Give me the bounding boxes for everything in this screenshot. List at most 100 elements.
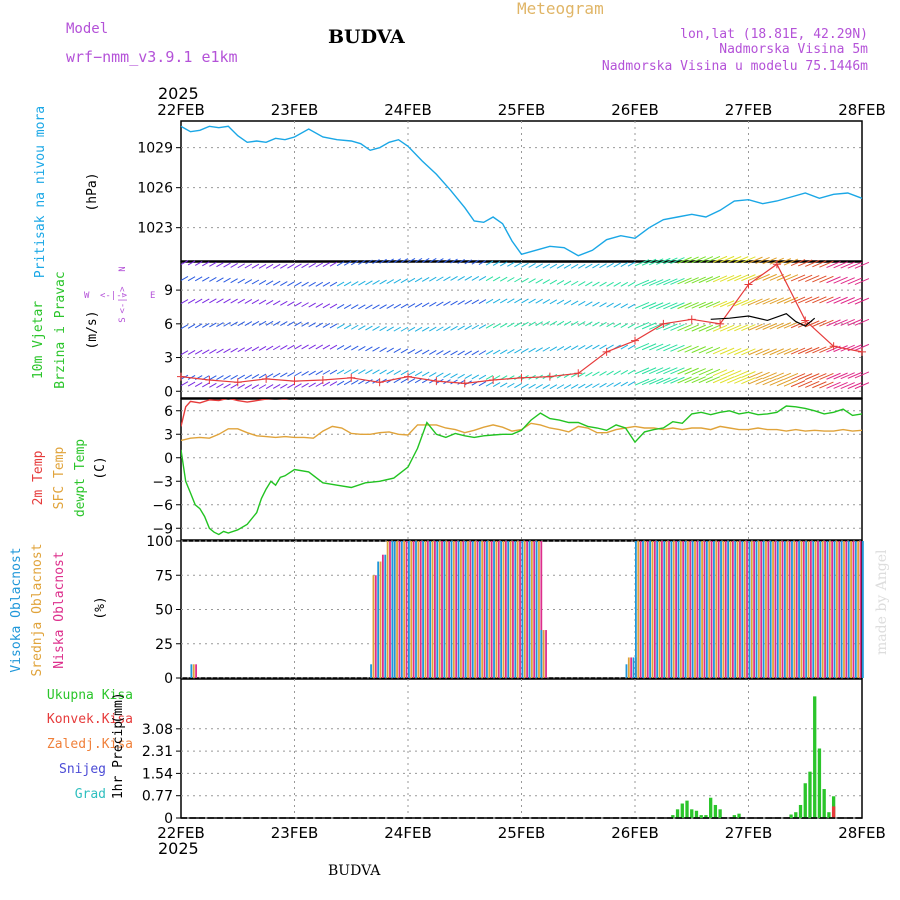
wind-barb <box>365 369 373 375</box>
wind-barb <box>840 372 855 380</box>
wind-barb <box>748 377 763 385</box>
cloud-bar <box>467 541 469 678</box>
wind-barb <box>592 263 600 269</box>
wind-speed-marker <box>858 347 866 356</box>
cloud-segment <box>190 664 197 678</box>
precip-total-bar <box>709 797 713 818</box>
precip-total-bar <box>827 812 831 818</box>
altitude-label: Nadmorska Visina 5m <box>719 42 868 57</box>
wind-barb <box>230 278 238 284</box>
cloud-bar <box>741 541 744 678</box>
cloud-bar <box>519 541 521 678</box>
wind-barb <box>421 326 430 332</box>
cloud-bar <box>393 541 396 678</box>
wind-barb <box>407 370 416 376</box>
cloud-bar <box>793 541 796 678</box>
cloud-bar <box>717 541 720 678</box>
cloud-bar <box>694 541 696 678</box>
wind-barb <box>549 279 558 285</box>
compass-n: N <box>118 266 128 271</box>
wind-barb <box>507 348 515 354</box>
wind-barb-row <box>180 367 870 381</box>
wind-barb <box>287 371 295 377</box>
cloud-bar <box>493 541 495 678</box>
wind-barb <box>230 383 238 389</box>
wind-barb <box>854 278 870 285</box>
wind-barb <box>535 384 543 389</box>
wind-barb <box>620 303 629 309</box>
wind-barb <box>656 302 671 310</box>
wind-barb <box>365 304 373 310</box>
cloud-bar <box>516 541 519 678</box>
wind-barb <box>812 373 827 381</box>
wind-barb <box>251 299 260 305</box>
cloud-bar <box>696 541 699 678</box>
wind-barb <box>202 276 210 282</box>
wind-barb <box>180 324 189 330</box>
wind-barb <box>265 373 274 379</box>
wind-barb <box>663 323 678 331</box>
temp-axis-unit: (C) <box>93 456 108 479</box>
wind-barb <box>712 324 728 332</box>
wind-barb <box>663 302 678 310</box>
wind-barb <box>287 383 295 389</box>
wind-barb <box>627 381 636 386</box>
wind-barb <box>407 257 416 263</box>
wind-barb <box>244 263 253 269</box>
wind-barb <box>719 369 735 377</box>
wind-barb <box>308 302 316 308</box>
wind-barb <box>656 367 671 375</box>
wind-barb <box>237 263 245 269</box>
wind-barb <box>407 277 416 283</box>
wind-barb <box>386 347 394 353</box>
wind-barb <box>343 324 352 330</box>
cloud-bar <box>670 541 673 678</box>
wind-barb <box>854 382 870 390</box>
wind-barb <box>365 325 373 331</box>
wind-barb <box>471 324 480 330</box>
y-tick-label: 3 <box>164 427 173 443</box>
cloud-bar <box>509 541 512 678</box>
wind-barb <box>443 276 451 282</box>
wind-barb <box>634 321 650 329</box>
wind-barb <box>343 345 352 351</box>
wind-barb <box>400 378 409 384</box>
wind-barb <box>265 345 274 351</box>
wind-speed-marker <box>801 316 810 325</box>
wind-barb <box>790 380 806 388</box>
wind-barb <box>535 321 543 327</box>
wind-barb <box>542 346 551 352</box>
wind-barb <box>251 374 260 379</box>
wind-barb <box>812 296 827 304</box>
wind-barb <box>663 278 678 286</box>
cloud-bar <box>502 541 505 678</box>
precip-total-bar <box>822 789 826 818</box>
wind-barb <box>223 321 231 327</box>
cloud-bar <box>415 541 417 678</box>
year-bottom: 2025 <box>158 839 199 858</box>
precip-convective-bar <box>831 806 836 818</box>
panel-wind: 0 3 6 9 <box>164 261 863 400</box>
wind-barb <box>790 321 806 329</box>
wind-barb <box>492 323 501 329</box>
wind-barb <box>755 298 770 306</box>
date-label-top: 26FEB <box>611 101 658 119</box>
cloud-bar <box>512 541 514 678</box>
wind-barb <box>570 345 579 351</box>
wind-barb <box>748 323 763 331</box>
cloud-bar <box>819 541 822 678</box>
wind-barb <box>329 369 338 375</box>
cloud-bar <box>828 541 831 678</box>
wind-barb <box>393 378 402 384</box>
wind-barb <box>414 302 423 308</box>
watermark: made by Angel <box>874 549 890 655</box>
precip-total-bar <box>817 748 822 818</box>
date-label-top: 23FEB <box>271 101 318 119</box>
cloud-bar <box>862 541 864 678</box>
wind-barb <box>180 381 189 387</box>
wind-axis-subtitle: Brzina i Pravac <box>53 271 68 388</box>
wind-barb <box>705 368 721 376</box>
wind-barb <box>187 276 196 282</box>
wind-barb <box>194 323 203 329</box>
wind-barb <box>485 381 494 387</box>
